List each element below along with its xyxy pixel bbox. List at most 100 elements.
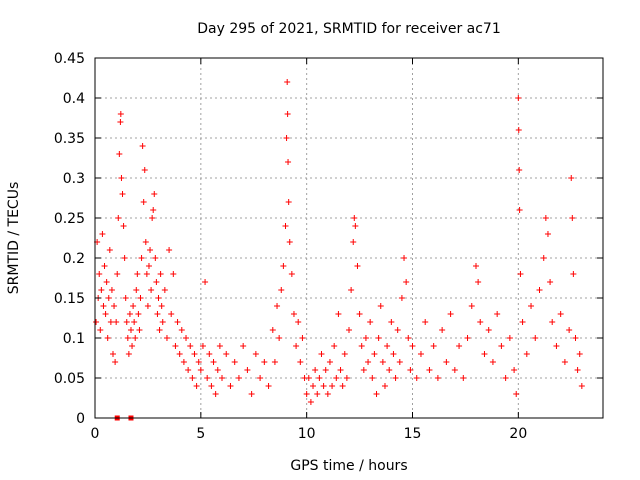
data-point	[409, 343, 416, 349]
data-point	[155, 295, 162, 301]
data-point	[135, 311, 142, 317]
data-point	[223, 351, 230, 357]
data-point	[261, 359, 268, 365]
data-point	[115, 215, 122, 221]
data-point	[324, 391, 331, 397]
data-point	[248, 391, 255, 397]
data-point	[122, 295, 129, 301]
data-point	[351, 215, 358, 221]
data-point	[125, 351, 132, 357]
data-point	[274, 303, 281, 309]
data-point	[124, 335, 131, 341]
data-point	[377, 303, 384, 309]
data-point	[159, 319, 166, 325]
data-point	[381, 383, 388, 389]
data-point	[102, 311, 109, 317]
data-point	[208, 383, 215, 389]
data-point	[204, 375, 211, 381]
data-point	[269, 327, 276, 333]
data-point	[119, 191, 126, 197]
data-point	[511, 367, 518, 373]
data-point	[195, 359, 202, 365]
data-point	[118, 175, 125, 181]
data-point	[544, 231, 551, 237]
data-point	[373, 391, 380, 397]
data-point	[473, 263, 479, 269]
data-point	[131, 319, 138, 325]
data-point	[426, 367, 433, 373]
data-point	[134, 271, 141, 277]
data-point	[178, 327, 185, 333]
data-point	[547, 279, 554, 285]
data-point	[394, 327, 401, 333]
data-point	[362, 335, 369, 341]
data-point	[335, 311, 342, 317]
data-point	[574, 367, 581, 373]
data-point	[572, 335, 579, 341]
data-point	[127, 327, 134, 333]
data-point	[293, 343, 300, 349]
data-point	[139, 143, 146, 149]
data-point	[517, 271, 524, 277]
y-axis-label: SRMTID / TECUs	[6, 182, 22, 295]
data-points	[93, 79, 585, 421]
data-point	[117, 119, 124, 125]
data-point	[121, 255, 128, 261]
y-tick-label: 0	[76, 411, 85, 427]
data-point	[384, 343, 391, 349]
data-point	[96, 271, 103, 277]
data-point	[278, 287, 285, 293]
data-point	[350, 239, 357, 245]
data-point	[339, 383, 346, 389]
data-point	[369, 375, 376, 381]
data-point	[227, 383, 234, 389]
data-point	[519, 319, 526, 325]
data-point	[176, 351, 183, 357]
data-point	[235, 375, 242, 381]
data-point	[358, 343, 365, 349]
data-point	[356, 311, 363, 317]
data-point	[252, 351, 259, 357]
data-point	[331, 343, 338, 349]
data-point	[346, 327, 352, 333]
y-tick-label: 0.4	[63, 91, 85, 107]
data-point	[352, 223, 359, 229]
data-point	[116, 151, 123, 157]
data-point	[152, 255, 159, 261]
data-point	[153, 279, 160, 285]
data-point	[569, 215, 576, 221]
data-point	[103, 279, 110, 285]
data-point	[170, 271, 177, 277]
data-point	[386, 367, 393, 373]
data-point	[341, 351, 348, 357]
data-point	[290, 311, 297, 317]
data-point	[185, 367, 192, 373]
data-point	[392, 375, 399, 381]
data-point	[557, 311, 564, 317]
data-point	[193, 383, 200, 389]
data-point	[142, 239, 149, 245]
data-point	[189, 375, 196, 381]
data-point	[307, 399, 314, 405]
plot-frame	[94, 57, 604, 419]
data-point	[117, 111, 124, 117]
data-point	[417, 351, 424, 357]
y-tick-label: 0.05	[54, 371, 85, 387]
y-tick-label: 0.2	[63, 251, 85, 267]
data-point	[516, 207, 523, 213]
x-axis-label: GPS time / hours	[290, 458, 407, 474]
data-point	[485, 327, 492, 333]
data-point	[284, 111, 291, 117]
data-point	[191, 351, 198, 357]
data-point	[285, 159, 292, 165]
data-point	[271, 359, 278, 365]
data-point	[371, 351, 378, 357]
data-point	[107, 319, 114, 325]
data-point	[113, 319, 120, 325]
data-point	[129, 343, 136, 349]
data-point	[502, 375, 509, 381]
data-point	[216, 343, 223, 349]
data-point	[105, 295, 112, 301]
data-point	[154, 311, 161, 317]
data-point	[570, 271, 577, 277]
